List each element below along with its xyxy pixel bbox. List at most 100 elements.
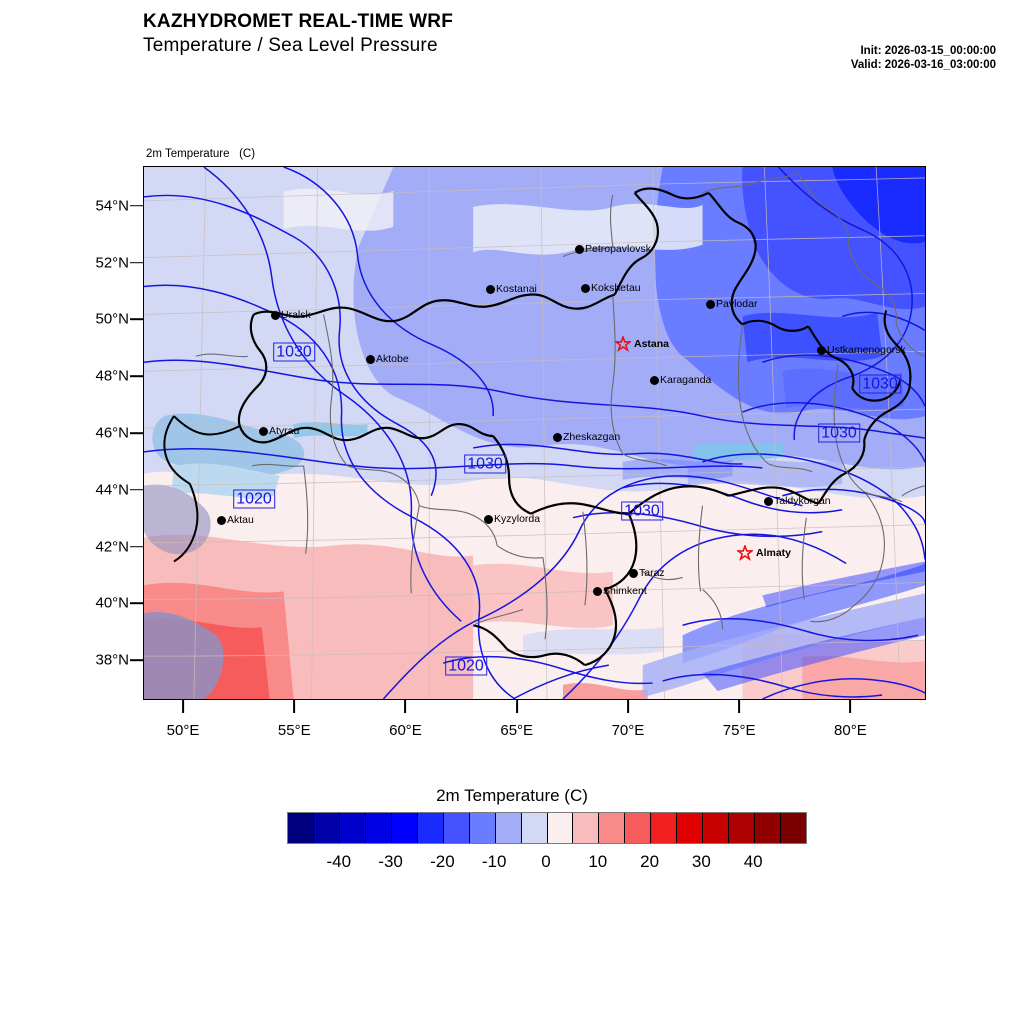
city-name-label: Karaganda [660, 374, 712, 386]
city-marker-zheskazgan: Zheskazgan [553, 432, 620, 442]
isobar-label-1030: 1030 [818, 423, 860, 443]
isobar-contours [144, 167, 925, 699]
longitude-tick-mark [627, 700, 629, 713]
city-marker-petropavlovsk: Petropavlovsk [575, 244, 651, 254]
longitude-tick-mark [738, 700, 741, 713]
longitude-tick-mark [404, 700, 407, 713]
city-name-label: Kyzylorda [494, 513, 541, 525]
latitude-tick-label: 44°N [95, 481, 129, 499]
city-dot-icon [366, 354, 375, 364]
colorbar-tick-20: 20 [640, 852, 660, 871]
latitude-tick-mark [130, 318, 143, 321]
city-marker-uralsk: Uralsk [271, 310, 311, 320]
city-marker-kyzylorda: Kyzylorda [484, 514, 540, 524]
city-marker-aktobe: Aktobe [366, 354, 409, 364]
city-name-label: Kostanai [496, 283, 537, 295]
city-name-label: Kokshetau [591, 282, 641, 294]
city-marker-atyrau: Atyrau [259, 426, 299, 436]
city-dot-icon [553, 432, 562, 442]
longitude-tick-label: 75°E [722, 722, 756, 739]
colorbar[interactable] [287, 812, 807, 844]
colorbar-segment-8 [495, 813, 522, 843]
city-marker-kostanai: Kostanai [486, 284, 537, 294]
city-dot-icon [575, 244, 584, 254]
city-marker-ustkamenogorsk: Ustkamenogorsk [817, 345, 906, 355]
latitude-tick-label: 42°N [95, 538, 129, 556]
city-marker-karaganda: Karaganda [650, 375, 711, 385]
colorbar-segment-18 [755, 813, 782, 843]
forecast-time-block: Init: 2026-03-15_00:00:00 Valid: 2026-03… [851, 44, 996, 72]
page-subtitle: Temperature / Sea Level Pressure [143, 35, 438, 56]
city-dot-icon [817, 345, 826, 355]
city-dot-icon [581, 283, 590, 293]
colorbar-segment-10 [547, 813, 574, 843]
isobar-label-1020: 1020 [445, 656, 487, 676]
latitude-tick-mark [130, 489, 143, 491]
city-marker-pavlodar: Pavlodar [706, 299, 757, 309]
city-dot-icon [706, 299, 715, 309]
longitude-tick-label: 65°E [500, 722, 534, 739]
colorbar-tick-30: 30 [691, 852, 711, 871]
city-marker-almaty: Almaty [737, 545, 792, 561]
latitude-tick-label: 48°N [95, 367, 129, 385]
city-name-label: Atyrau [269, 425, 300, 437]
city-name-label: Pavlodar [716, 298, 758, 310]
weather-map[interactable]: 1030 1030 1020 1030 1020 1030 1030 Petropavlov… [143, 166, 926, 700]
city-dot-icon [629, 568, 638, 578]
valid-time-label: Valid: 2026-03-16_03:00:00 [850, 59, 996, 71]
map-raster-canvas [144, 167, 925, 699]
city-dot-icon [650, 375, 659, 385]
colorbar-segment-4 [391, 813, 418, 843]
colorbar-tick--10: -10 [481, 852, 507, 871]
isobar-label-1030: 1030 [859, 374, 901, 394]
colorbar-segment-1 [313, 813, 340, 843]
latitude-axis: 54°N 52°N 50°N 48°N 46°N 44°N 42°N 40°N 38°N [60, 166, 143, 700]
colorbar-segment-19 [781, 813, 807, 843]
longitude-tick-label: 60°E [389, 722, 422, 739]
colorbar-segment-3 [365, 813, 392, 843]
isobar-label-1020: 1020 [233, 489, 275, 509]
city-name-label: Aktau [227, 514, 254, 526]
init-time-label: Init: 2026-03-15_00:00:00 [860, 45, 996, 57]
colorbar-tick-labels: -40 -30 -20 -10 0 10 20 30 40 [287, 852, 805, 882]
latitude-tick-label: 46°N [95, 424, 129, 442]
latitude-tick-label: 38°N [95, 651, 129, 669]
colorbar-title: 2m Temperature (C) [436, 786, 588, 805]
isobar-label-1030: 1030 [273, 342, 315, 362]
temperature-field-label: 2m Temperature (C) [146, 148, 256, 160]
city-marker-taraz: Taraz [629, 568, 665, 578]
latitude-tick-mark [130, 602, 143, 605]
colorbar-segment-14 [651, 813, 678, 843]
latitude-tick-label: 52°N [95, 254, 129, 272]
longitude-axis: 50°E 55°E 60°E 65°E 70°E 75°E 80°E [143, 700, 926, 750]
colorbar-tick-10: 10 [588, 852, 608, 871]
city-name-label: Zheskazgan [563, 431, 621, 443]
longitude-tick-label: 70°E [611, 722, 645, 739]
city-marker-aktau: Aktau [217, 515, 254, 525]
colorbar-segment-2 [339, 813, 366, 843]
oblast-boundaries [195, 296, 903, 640]
city-dot-icon [484, 514, 493, 524]
colorbar-segment-17 [729, 813, 756, 843]
longitude-tick-mark [849, 700, 852, 713]
city-dot-icon [486, 284, 495, 294]
longitude-tick-label: 55°E [277, 722, 311, 739]
page-title-block: KAZHYDROMET REAL-TIME WRF Temperature / … [143, 10, 763, 57]
isobar-label-1030: 1030 [464, 454, 506, 474]
colorbar-segment-0 [288, 813, 314, 843]
city-name-label: Almaty [756, 547, 792, 559]
latitude-tick-mark [130, 432, 143, 434]
city-name-label: Uralsk [281, 309, 311, 321]
colorbar-segment-12 [599, 813, 626, 843]
colorbar-segment-15 [677, 813, 704, 843]
longitude-tick-mark [293, 700, 296, 713]
city-dot-icon [271, 310, 280, 320]
longitude-tick-mark [515, 700, 518, 713]
latitude-tick-mark [130, 659, 143, 662]
city-marker-kokshetau: Kokshetau [581, 283, 641, 293]
colorbar-segment-6 [443, 813, 470, 843]
city-name-label: Taldykorgan [774, 495, 831, 507]
national-border [237, 187, 912, 515]
city-name-label: Astana [634, 338, 670, 350]
colorbar-tick--30: -30 [378, 852, 403, 871]
